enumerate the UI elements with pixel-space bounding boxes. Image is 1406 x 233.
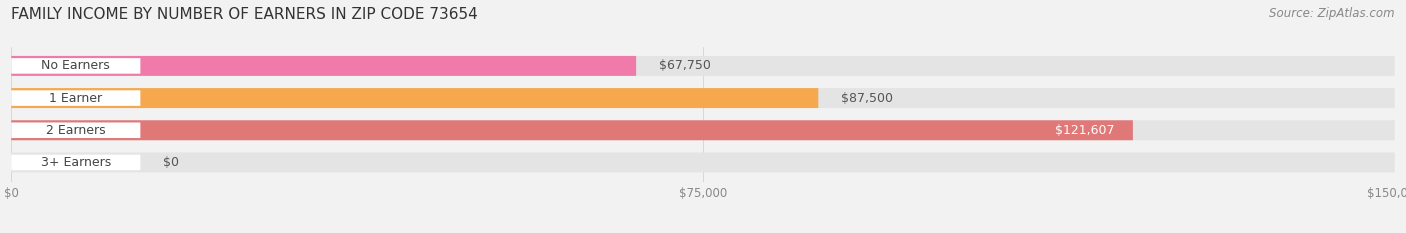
FancyBboxPatch shape bbox=[11, 152, 1395, 172]
Text: $67,750: $67,750 bbox=[659, 59, 711, 72]
Text: Source: ZipAtlas.com: Source: ZipAtlas.com bbox=[1270, 7, 1395, 20]
FancyBboxPatch shape bbox=[11, 120, 1395, 140]
Text: 3+ Earners: 3+ Earners bbox=[41, 156, 111, 169]
FancyBboxPatch shape bbox=[11, 90, 141, 106]
Text: $0: $0 bbox=[163, 156, 180, 169]
FancyBboxPatch shape bbox=[11, 56, 1395, 76]
FancyBboxPatch shape bbox=[11, 56, 636, 76]
Text: $87,500: $87,500 bbox=[841, 92, 893, 105]
FancyBboxPatch shape bbox=[11, 88, 1395, 108]
Text: 2 Earners: 2 Earners bbox=[46, 124, 105, 137]
Text: FAMILY INCOME BY NUMBER OF EARNERS IN ZIP CODE 73654: FAMILY INCOME BY NUMBER OF EARNERS IN ZI… bbox=[11, 7, 478, 22]
FancyBboxPatch shape bbox=[11, 88, 818, 108]
FancyBboxPatch shape bbox=[11, 120, 1133, 140]
FancyBboxPatch shape bbox=[11, 123, 141, 138]
Text: No Earners: No Earners bbox=[41, 59, 110, 72]
FancyBboxPatch shape bbox=[11, 155, 141, 170]
FancyBboxPatch shape bbox=[11, 58, 141, 74]
Text: 1 Earner: 1 Earner bbox=[49, 92, 103, 105]
Text: $121,607: $121,607 bbox=[1054, 124, 1115, 137]
